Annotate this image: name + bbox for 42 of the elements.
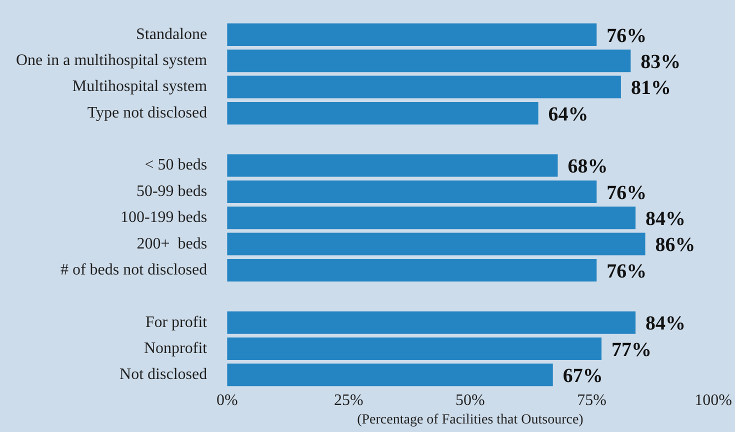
bar xyxy=(227,258,597,282)
bar xyxy=(227,76,621,98)
bar xyxy=(227,311,636,334)
x-tick-label: 50% xyxy=(456,392,485,409)
y-tick-label: Not disclosed xyxy=(120,366,208,384)
y-tick-label: Multihospital system xyxy=(72,78,208,96)
data-label: 84% xyxy=(646,208,686,230)
bar xyxy=(227,364,553,386)
data-label: 64% xyxy=(548,103,588,126)
data-label: 83% xyxy=(640,51,681,74)
y-tick-label: For profit xyxy=(145,314,208,331)
bar xyxy=(227,206,636,230)
y-tick-label: One in a multihospital system xyxy=(16,52,208,70)
bar xyxy=(227,337,602,360)
bar xyxy=(227,50,631,72)
y-tick-label: Type not disclosed xyxy=(87,104,208,122)
bar xyxy=(227,154,558,177)
data-label: 76% xyxy=(606,24,647,47)
bar xyxy=(227,23,597,46)
bar xyxy=(227,232,646,256)
data-label: 67% xyxy=(562,365,603,388)
bar xyxy=(227,180,597,203)
x-tick-label: 75% xyxy=(577,392,606,409)
data-label: 77% xyxy=(612,338,652,361)
x-tick-label: 100% xyxy=(694,392,732,409)
x-axis-title: (Percentage of Facilities that Outsource) xyxy=(357,412,584,428)
bar xyxy=(227,102,538,124)
data-label: 81% xyxy=(630,77,671,100)
y-tick-label: 50-99 beds xyxy=(136,182,208,200)
data-label: 76% xyxy=(606,260,647,282)
data-label: 86% xyxy=(655,234,696,256)
data-label: 68% xyxy=(568,156,608,178)
y-tick-label: < 50 beds xyxy=(144,156,208,174)
y-tick-label: Nonprofit xyxy=(144,340,208,357)
y-tick-label: 200+ beds xyxy=(136,235,208,252)
x-tick-label: 0% xyxy=(216,392,238,409)
data-label: 76% xyxy=(606,182,647,204)
data-label: 84% xyxy=(646,312,686,335)
y-tick-label: # of beds not disclosed xyxy=(60,261,208,278)
y-tick-label: Standalone xyxy=(136,26,208,43)
y-tick-label: 100-199 beds xyxy=(120,209,208,226)
x-tick-label: 25% xyxy=(334,392,364,409)
